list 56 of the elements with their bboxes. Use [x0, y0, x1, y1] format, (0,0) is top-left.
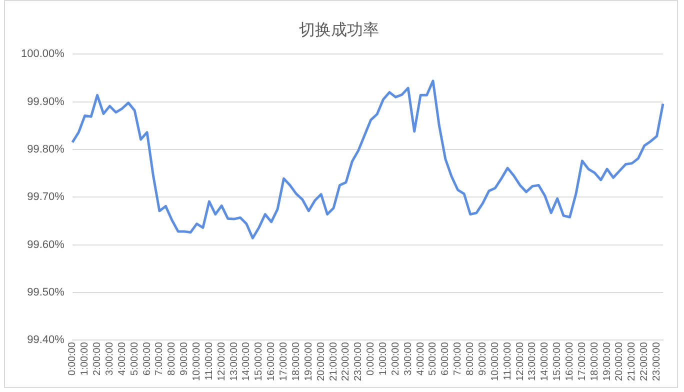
- x-tick-label: 2:00:00: [92, 342, 104, 376]
- x-tick-label: 21:00:00: [626, 342, 638, 382]
- y-tick-label: 99.60%: [27, 238, 65, 251]
- x-tick-label: 11:00:00: [502, 342, 514, 380]
- x-tick-label: 8:00:00: [465, 342, 476, 376]
- x-tick-label: 0:00:00: [366, 342, 377, 376]
- x-tick-label: 20:00:00: [614, 342, 626, 382]
- x-tick-label: 12:00:00: [514, 342, 526, 382]
- x-tick-label: 1:00:00: [378, 342, 390, 376]
- x-tick-label: 8:00:00: [166, 342, 178, 376]
- x-tick-label: 13:00:00: [228, 342, 240, 382]
- x-tick-label: 20:00:00: [316, 342, 327, 382]
- x-tick-label: 14:00:00: [540, 342, 551, 382]
- y-tick-label: 99.40%: [27, 334, 65, 346]
- x-tick-label: 7:00:00: [452, 342, 464, 376]
- x-tick-label: 22:00:00: [340, 342, 352, 382]
- x-tick-label: 11:00:00: [204, 342, 215, 380]
- x-tick-label: 3:00:00: [104, 342, 116, 376]
- x-tick-label: 22:00:00: [639, 342, 650, 382]
- x-tick-label: 17:00:00: [278, 342, 290, 382]
- x-tick-label: 16:00:00: [266, 342, 278, 382]
- x-tick-label: 4:00:00: [415, 342, 426, 376]
- x-tick-label: 9:00:00: [477, 342, 488, 376]
- x-tick-label: 12:00:00: [216, 342, 228, 382]
- y-tick-label: 99.80%: [27, 144, 65, 156]
- x-tick-label: 6:00:00: [440, 342, 452, 376]
- x-tick-label: 16:00:00: [564, 342, 576, 382]
- x-tick-label: 23:00:00: [652, 342, 663, 382]
- x-tick-label: 21:00:00: [328, 342, 340, 382]
- x-tick-label: 14:00:00: [241, 342, 252, 382]
- x-tick-label: 10:00:00: [192, 342, 203, 382]
- y-tick-label: 99.70%: [27, 191, 65, 204]
- x-tick-label: 3:00:00: [402, 342, 414, 376]
- x-tick-label: 5:00:00: [428, 342, 439, 376]
- x-tick-label: 4:00:00: [116, 342, 128, 376]
- x-tick-label: 13:00:00: [527, 342, 538, 382]
- x-tick-label: 18:00:00: [589, 342, 600, 382]
- y-tick-label: 99.90%: [27, 96, 65, 108]
- x-tick-label: 10:00:00: [490, 342, 501, 382]
- x-tick-label: 17:00:00: [576, 342, 588, 382]
- x-tick-label: 7:00:00: [154, 342, 166, 376]
- chart-title: 切换成功率: [299, 20, 379, 39]
- x-tick-label: 0:00:00: [67, 342, 78, 376]
- x-tick-label: 2:00:00: [390, 342, 402, 376]
- x-tick-label: 18:00:00: [290, 342, 302, 382]
- x-tick-label: 15:00:00: [254, 342, 265, 382]
- y-tick-label: 100.00%: [20, 48, 65, 60]
- x-tick-label: 23:00:00: [353, 342, 364, 382]
- x-tick-label: 5:00:00: [129, 342, 140, 376]
- x-tick-label: 6:00:00: [142, 342, 153, 376]
- x-tick-label: 9:00:00: [179, 342, 190, 376]
- y-tick-label: 99.50%: [27, 286, 65, 298]
- x-tick-label: 19:00:00: [602, 342, 613, 382]
- x-tick-label: 15:00:00: [552, 342, 564, 382]
- x-tick-label: 1:00:00: [80, 342, 91, 376]
- x-tick-label: 19:00:00: [303, 342, 314, 382]
